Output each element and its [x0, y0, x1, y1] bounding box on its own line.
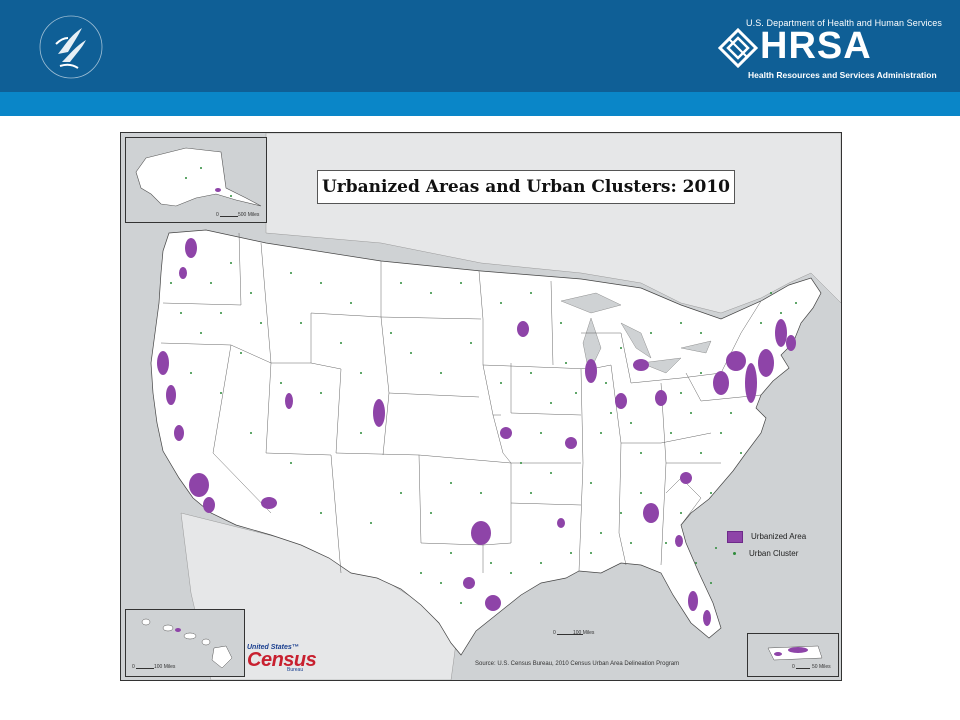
- hawaii-scale-bar: [136, 668, 154, 669]
- hrsa-wordmark: HRSA: [760, 25, 872, 67]
- legend-cluster-row: Urban Cluster: [727, 545, 806, 562]
- urban-clusters: [170, 262, 797, 604]
- cluster-dot-icon: [733, 552, 736, 555]
- census-bureau-logo: United States™ Census Bureau: [247, 644, 317, 674]
- header-accent-strip: [0, 92, 960, 116]
- main-scale-zero: 0: [553, 630, 556, 636]
- alaska-inset: 0 500 Miles: [125, 137, 267, 223]
- pr-scale-zero: 0: [792, 664, 795, 670]
- hhs-seal-icon: [39, 15, 103, 79]
- alaska-scale-label: 500 Miles: [238, 212, 260, 218]
- census-logo-top: United States™: [247, 644, 299, 651]
- alaska-scale-bar: [220, 216, 238, 217]
- hawaii-scale-label: 100 Miles: [154, 664, 176, 670]
- hawaii-inset: 0 100 Miles: [125, 609, 245, 677]
- hrsa-logo: U.S. Department of Health and Human Serv…: [718, 18, 942, 82]
- legend-urbanized-label: Urbanized Area: [751, 532, 807, 541]
- hawaii-shape: [141, 618, 233, 669]
- main-scale-label: 100 Miles: [573, 630, 595, 636]
- map-frame: Urbanized Areas and Urban Clusters: 2010…: [120, 132, 842, 681]
- state-boundaries: [160, 232, 762, 574]
- alaska-shape: [135, 147, 262, 207]
- map-legend: Urbanized Area Urban Cluster: [727, 528, 806, 562]
- hrsa-dept-line: U.S. Department of Health and Human Serv…: [746, 18, 942, 28]
- alaska-scale-zero: 0: [216, 212, 219, 218]
- hrsa-subtitle: Health Resources and Services Administra…: [748, 70, 937, 80]
- urbanized-swatch-icon: [727, 530, 743, 543]
- header-banner: U.S. Department of Health and Human Serv…: [0, 0, 960, 92]
- urbanized-areas: [157, 238, 796, 626]
- puerto-rico-shape: [767, 645, 823, 661]
- contiguous-us: [150, 229, 822, 656]
- legend-cluster-label: Urban Cluster: [749, 549, 799, 558]
- main-scale-bar: [557, 634, 583, 635]
- pr-scale-label: 50 Miles: [812, 664, 831, 670]
- hawaii-scale-zero: 0: [132, 664, 135, 670]
- hrsa-mark-icon: [718, 28, 758, 68]
- map-source: Source: U.S. Census Bureau, 2010 Census …: [475, 661, 680, 667]
- census-logo-word: Census: [247, 649, 317, 671]
- pr-scale-bar: [796, 668, 810, 669]
- legend-urbanized-row: Urbanized Area: [727, 528, 806, 545]
- puerto-rico-inset: 0 50 Miles: [747, 633, 839, 677]
- census-logo-bottom: Bureau: [287, 667, 304, 673]
- map-title: Urbanized Areas and Urban Clusters: 2010: [317, 170, 735, 204]
